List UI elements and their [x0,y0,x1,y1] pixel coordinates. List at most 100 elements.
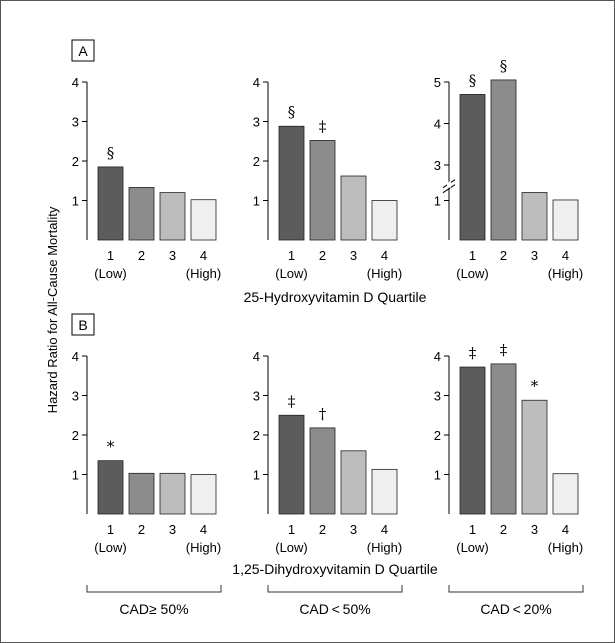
panel-b-chart-2-y-tick-label: 3 [253,389,260,404]
panel-a-chart-3-marker-1: § [469,71,477,89]
panel-b-chart-2-y-tick-label: 2 [253,428,260,443]
panel-b-chart-1-bar-3 [159,472,186,515]
panel-b-chart-2-category-label-3: 3 [350,522,357,537]
panel-b-chart-3-category-label-3: 3 [531,522,538,537]
panel-b-chart-2-bar-4 [371,468,398,515]
panel-a-chart-3-bar-4 [552,199,579,241]
panel-b-chart-1-y-tick-label: 2 [72,428,79,443]
panel-b-chart-1-y-tick-label: 4 [72,349,79,364]
panel-b-chart-3-y-tick-label: 2 [434,428,441,443]
panel-a-chart-3-bar-1 [459,94,486,241]
panel-a-chart-1-category-label-2: 2 [138,248,145,263]
panel-a-chart-3-category-label-3: 3 [531,248,538,263]
panel-a-chart-1-bar-4 [190,199,217,241]
panel-a-chart-2-category-sublabel-1: (Low) [275,266,308,281]
panel-b-chart-3-category-sublabel-1: (Low) [456,540,489,555]
panel-b-chart-1-bar-1 [97,460,124,515]
panel-a-chart-3-category-label-1: 1 [469,248,476,263]
panel-b-chart-3-bar-1 [459,366,486,515]
panel-a-chart-2-category-label-2: 2 [319,248,326,263]
panel-a-chart-2-y-tick-label: 4 [253,75,260,90]
panel-b-box [71,313,95,336]
panel-b-chart-3-category-label-1: 1 [469,522,476,537]
panel-a-chart-3-axis-break-mark [442,184,456,194]
group-bracket-2: CAD < 50% [267,585,403,617]
panel-a-chart-3-axis-break-gap [447,181,451,188]
panel-b-chart-2-bar-1 [278,414,305,515]
panel-a-chart-1-y-tick-label: 4 [72,75,79,90]
panel-b-chart-2-bar-2 [309,427,336,515]
panel-b-chart-2-category-sublabel-4: (High) [367,540,402,555]
panel-b-chart-1-category-label-2: 2 [138,522,145,537]
group-bracket-1: CAD≥ 50% [86,585,222,617]
panel-a-chart-2-y-tick-label: 2 [253,154,260,169]
panel-b-chart-2-bar-3 [340,450,367,515]
panel-b-chart-2-marker-1: ‡ [288,392,296,410]
panel-a-chart-2-bar-1 [278,125,305,241]
panel-a-x-title: 25-Hydroxyvitamin D Quartile [244,289,427,305]
panel-a-box [71,39,95,62]
panel-b-chart-2-category-label-1: 1 [288,522,295,537]
panel-b-chart-3-y-tick-label: 4 [434,349,441,364]
panel-b-chart-1-category-label-3: 3 [169,522,176,537]
panel-a-chart-3-y-tick-label: 4 [434,116,441,131]
panel-a-chart-3-bar-2 [490,79,517,241]
panel-b-x-title: 1,25-Dihydroxyvitamin D Quartile [232,561,438,577]
panel-a-chart-1-marker-1: § [107,144,115,162]
panel-b-chart-3-y-tick-label: 1 [434,468,441,483]
panel-b-chart-1-bar-2 [128,472,155,515]
panel-a-label: A [78,43,88,59]
panel-b-chart-3-category-label-4: 4 [562,522,569,537]
panel-a-chart-1-y-tick-label: 2 [72,154,79,169]
panel-a-chart-3-y-tick-label: 1 [434,194,441,209]
panel-b-chart-3-y-tick-label: 3 [434,389,441,404]
panel-b-chart-1-y-tick-label: 3 [72,389,79,404]
panel-b-chart-2-category-label-2: 2 [319,522,326,537]
plots: 1 2 3 4 § 1 (Low) 2 3 4 (High) 1 2 3 4 § 1 (Low) ‡ 2 3 4 (High… [72,57,583,555]
panel-a-chart-2-bar-2 [309,140,336,241]
panel-a-chart-1-bar-1 [97,166,124,241]
panel-b-chart-3-bar-3 [521,399,548,515]
panel-b-chart-3-category-label-2: 2 [500,522,507,537]
panel-b-chart-1-category-label-1: 1 [107,522,114,537]
panel-a-chart-3-category-label-2: 2 [500,248,507,263]
panel-a-chart-3-y-tick-label: 5 [434,75,441,90]
panel-b-chart-3-marker-2: ‡ [500,341,508,359]
panel-a-chart-3-bar-3 [521,192,548,241]
panel-a-chart-1-category-sublabel-4: (High) [186,266,221,281]
panel-a-chart-2-y-tick-label: 1 [253,194,260,209]
panel-b-chart-2-category-sublabel-1: (Low) [275,540,308,555]
panel-a-chart-3-category-label-4: 4 [562,248,569,263]
panel-a-chart-1-category-sublabel-1: (Low) [94,266,127,281]
panel-b-chart-1-category-label-4: 4 [200,522,207,537]
group-label-3: CAD < 20% [480,601,551,617]
group-bracket-3: CAD < 20% [448,585,584,617]
panel-b-chart-3-bar-4 [552,473,579,515]
panel-a-chart-2-marker-2: ‡ [319,117,327,135]
panel-a-chart-2-bar-4 [371,200,398,241]
panel-a-chart-2-category-label-1: 1 [288,248,295,263]
panel-a-chart-2-category-label-3: 3 [350,248,357,263]
panel-a-chart-1-y-tick-label: 1 [72,194,79,209]
panel-b-chart-1-marker-1: * [107,438,115,456]
panel-b-chart-1-y-tick-label: 1 [72,468,79,483]
panel-b-chart-2-category-label-4: 4 [381,522,388,537]
panel-a-chart-2-y-tick-label: 3 [253,115,260,130]
panel-b-chart-3-marker-1: ‡ [469,344,477,362]
panel-b-chart-2-y-tick-label: 1 [253,468,260,483]
panel-a-chart-3-y-tick-label: 3 [434,158,441,173]
panel-b-chart-1-category-sublabel-4: (High) [186,540,221,555]
panel-a-chart-2-category-sublabel-4: (High) [367,266,402,281]
panel-a-chart-1-category-label-1: 1 [107,248,114,263]
panel-b-chart-3-marker-3: * [531,377,539,395]
panel-b-chart-1-category-sublabel-1: (Low) [94,540,127,555]
panel-a-chart-2-bar-3 [340,175,367,241]
panel-a-chart-3-category-sublabel-1: (Low) [456,266,489,281]
panel-b-label: B [78,317,87,333]
group-label-1: CAD≥ 50% [119,601,188,617]
panel-a-chart-1-bar-2 [128,187,155,241]
panel-a-chart-3-category-sublabel-4: (High) [548,266,583,281]
panel-b-chart-1-bar-4 [190,474,217,515]
group-label-2: CAD < 50% [299,601,370,617]
